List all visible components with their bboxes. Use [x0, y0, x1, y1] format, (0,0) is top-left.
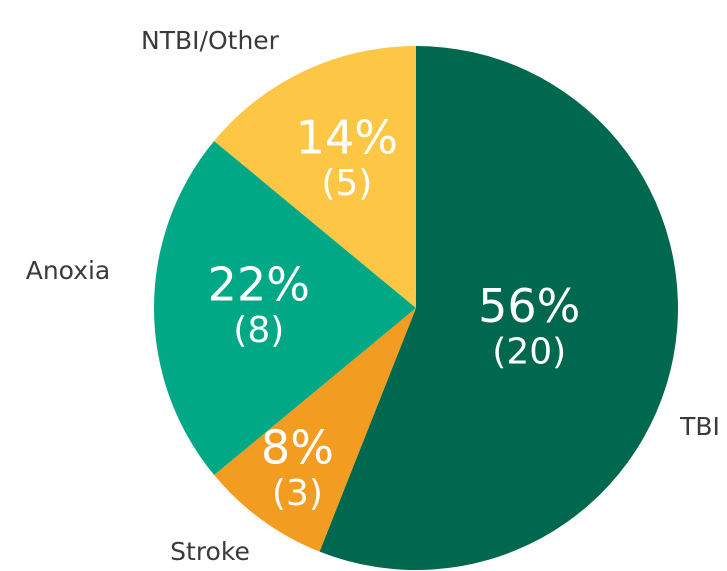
pie-slice: [214, 46, 416, 308]
count-label: (5): [321, 163, 372, 204]
pie-slice: [153, 140, 416, 476]
category-label: Stroke: [170, 537, 250, 566]
value-label: 14%: [296, 111, 398, 165]
category-label: TBI: [679, 412, 720, 441]
value-label: 22%: [208, 258, 310, 312]
count-label: (3): [272, 473, 323, 514]
pie-slice: [214, 308, 416, 552]
value-label: 56%: [478, 279, 580, 333]
count-label: (20): [492, 332, 566, 373]
category-label: Anoxia: [26, 256, 111, 285]
category-label: NTBI/Other: [141, 26, 280, 55]
count-label: (8): [233, 310, 284, 351]
value-label: 8%: [261, 421, 334, 475]
pie-slice: [319, 46, 678, 570]
